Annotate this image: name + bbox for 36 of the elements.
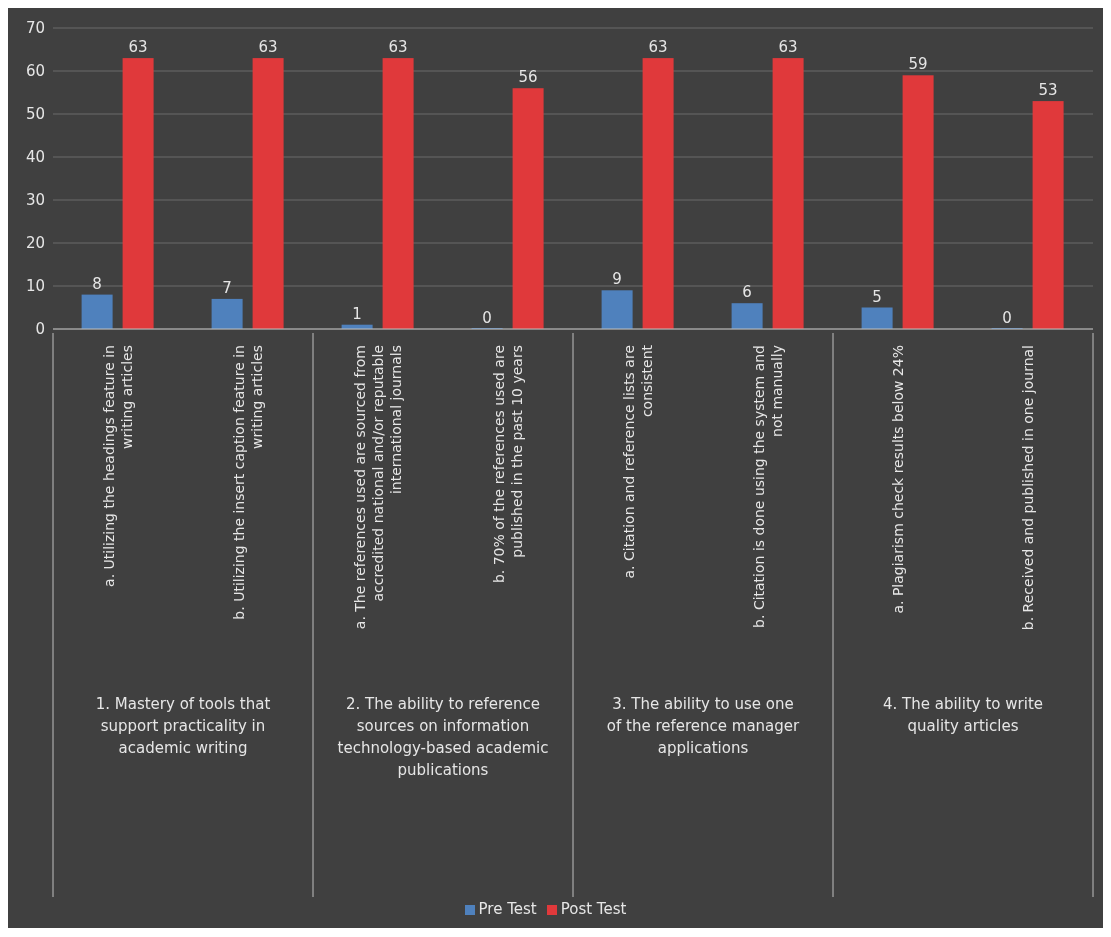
y-tick-label: 60 <box>25 62 45 81</box>
data-label: 63 <box>648 38 668 57</box>
x-tick-label: b. Utilizing the insert caption feature in writing articles <box>231 345 265 620</box>
data-label: 56 <box>518 68 538 87</box>
y-tick-label: 30 <box>25 191 45 210</box>
data-label: 63 <box>778 38 798 57</box>
data-label: 53 <box>1038 81 1058 100</box>
data-label: 63 <box>388 38 408 57</box>
y-tick-label: 0 <box>35 320 45 339</box>
data-label: 5 <box>872 287 882 306</box>
y-tick-label: 50 <box>25 105 45 124</box>
legend-label: Pre Test <box>478 900 537 918</box>
y-tick-label: 20 <box>25 234 45 253</box>
data-label: 6 <box>742 283 752 302</box>
y-tick-label: 10 <box>25 277 45 296</box>
data-label: 1 <box>352 304 362 323</box>
data-label: 63 <box>258 38 278 57</box>
data-label: 8 <box>92 274 102 293</box>
text: 2. The ability to reference sources on information technology-based academic publications <box>337 695 549 779</box>
x-tick-label: a. Utilizing the headings feature in writing articles <box>101 345 135 587</box>
text: 3. The ability to use one of the reference manager applications <box>606 695 801 757</box>
x-tick-label: a. Citation and reference lists are consistent <box>621 344 655 579</box>
data-label: 7 <box>222 278 232 297</box>
data-label: 9 <box>612 270 622 289</box>
legend-label: Post Test <box>560 900 627 918</box>
x-tick-label: b. Received and published in one journal <box>1020 345 1036 631</box>
data-label: 0 <box>1002 309 1012 327</box>
data-label: 63 <box>128 38 148 57</box>
x-tick-label: a. Plagiarism check results below 24% <box>890 345 906 614</box>
y-tick-label: 40 <box>25 148 45 167</box>
text: 1. Mastery of tools that support practicality in academic writing <box>95 695 271 757</box>
data-label: 0 <box>482 309 492 327</box>
data-label: 59 <box>908 55 928 74</box>
x-tick-label: b. Citation is done using the system and not manually <box>751 345 785 628</box>
text: 4. The ability to write quality articles <box>882 695 1044 735</box>
y-tick-label: 70 <box>25 19 45 38</box>
